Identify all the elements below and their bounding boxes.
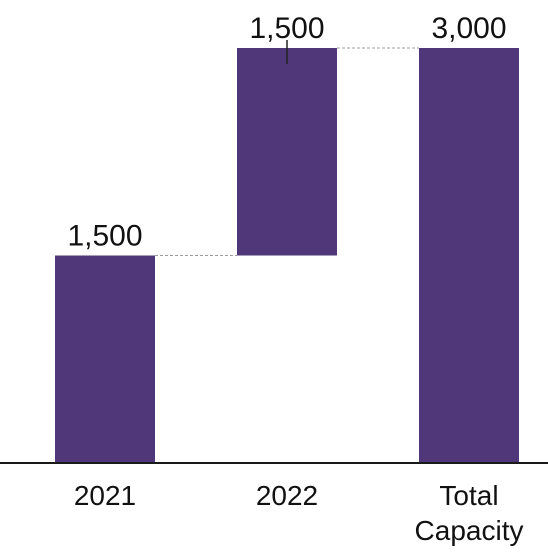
x-tick-label-total-capacity: Total Capacity	[415, 480, 524, 546]
bar-total-capacity	[419, 48, 519, 463]
data-label-2021: 1,500	[67, 220, 142, 253]
bar-2021	[55, 255, 155, 463]
data-label-total-capacity: 3,000	[431, 12, 506, 45]
bars-layer	[55, 48, 519, 463]
value-labels: 1,500 1,500 3,000	[67, 12, 506, 253]
bar-2022	[237, 48, 337, 256]
x-tick-label-2021: 2021	[74, 480, 136, 511]
data-label-2022: 1,500	[249, 12, 324, 45]
category-labels: 2021 2022 Total Capacity	[74, 480, 524, 546]
x-tick-label-2022: 2022	[256, 480, 318, 511]
connectors-layer	[155, 40, 419, 256]
